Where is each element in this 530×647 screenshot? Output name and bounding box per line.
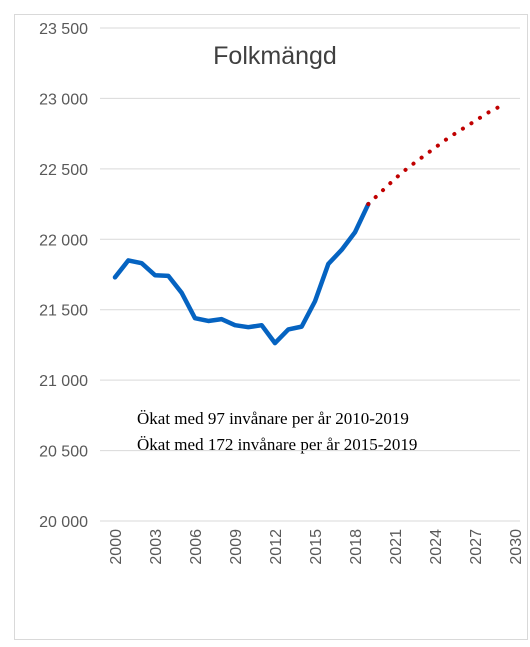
x-tick-label: 2030	[508, 529, 525, 565]
y-tick-label: 21 000	[39, 373, 88, 390]
y-tick-label: 23 500	[39, 21, 88, 38]
x-tick-label: 2024	[428, 529, 445, 565]
x-tick-label: 2027	[468, 529, 485, 565]
annotation: Ökat med 172 invånare per år 2015-2019	[137, 435, 417, 454]
y-tick-label: 23 000	[39, 91, 88, 108]
y-tick-label: 22 000	[39, 232, 88, 249]
x-tick-label: 2006	[188, 529, 205, 565]
y-tick-label: 20 000	[39, 514, 88, 531]
chart-title: Folkmängd	[213, 42, 337, 70]
x-tick-label: 2015	[308, 529, 325, 565]
x-tick-label: 2018	[348, 529, 365, 565]
y-tick-label: 22 500	[39, 162, 88, 179]
annotation: Ökat med 97 invånare per år 2010-2019	[137, 409, 409, 428]
x-tick-label: 2003	[148, 529, 165, 565]
x-tick-label: 2009	[228, 529, 245, 565]
x-tick-label: 2012	[268, 529, 285, 565]
series-line	[366, 103, 504, 207]
y-tick-label: 20 500	[39, 444, 88, 461]
series-line	[112, 201, 371, 346]
x-tick-label: 2000	[108, 529, 125, 565]
chart-border	[14, 14, 528, 640]
x-tick-label: 2021	[388, 529, 405, 565]
y-tick-label: 21 500	[39, 303, 88, 320]
